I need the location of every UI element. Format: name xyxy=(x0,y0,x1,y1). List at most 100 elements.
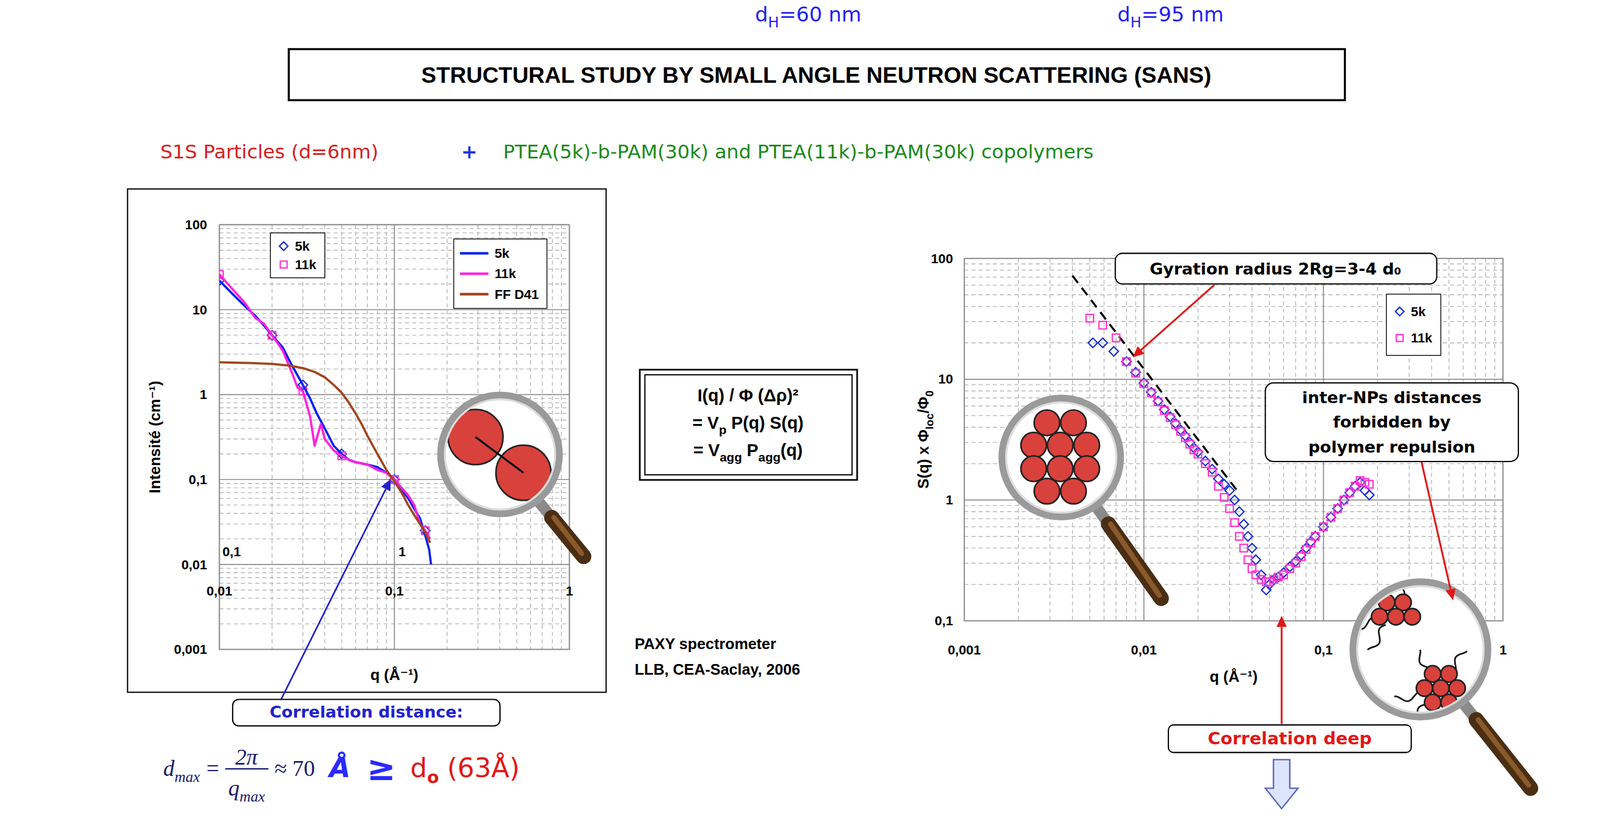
data xyxy=(219,270,432,564)
y-tick-label: 0,001 xyxy=(173,641,208,657)
legend-label: 11k xyxy=(294,257,317,273)
formula-line-part: P(q) S(q) xyxy=(726,413,804,433)
magnifier-handle xyxy=(1108,523,1162,599)
legend-label: 5k xyxy=(294,238,310,254)
polymer-chain xyxy=(1345,597,1372,609)
formula-lhs: dmax xyxy=(163,755,200,786)
marker-square xyxy=(1098,321,1107,330)
marker-square xyxy=(1139,379,1148,388)
legend-label: FF D41 xyxy=(494,286,539,302)
title: STRUCTURAL STUDY BY SMALL ANGLE NEUTRON … xyxy=(421,62,1212,88)
legend: 5k11k xyxy=(1386,294,1441,356)
formula-denominator: qmax xyxy=(228,775,266,805)
annotation-box xyxy=(1168,724,1412,752)
marker-square xyxy=(1230,518,1239,527)
legend-line xyxy=(460,251,489,255)
y-axis-title: S(q) x Φloc/Φ0 xyxy=(914,390,936,489)
legend: 5k11kFF D41 xyxy=(453,238,548,309)
formula-line-part: (q) xyxy=(780,440,803,460)
top-label-part: H xyxy=(1130,13,1142,31)
minor-grid-y xyxy=(964,562,1503,564)
nanoparticle xyxy=(1033,477,1060,504)
nanoparticle xyxy=(1047,432,1074,458)
nanoparticle xyxy=(1387,608,1404,625)
minor-grid-x xyxy=(560,224,562,649)
minor-grid-y xyxy=(964,535,1503,537)
formula-relation: ≥ xyxy=(366,747,396,789)
marker-diamond xyxy=(1153,396,1164,406)
marker-square xyxy=(1160,406,1169,415)
marker-diamond xyxy=(1305,536,1316,547)
marker-diamond xyxy=(1229,495,1240,505)
formula-line-part: P xyxy=(741,440,759,460)
marker-square xyxy=(1132,369,1140,377)
magnifier-glass xyxy=(1352,581,1488,717)
minor-grid-x xyxy=(271,224,273,649)
legend-box xyxy=(270,232,325,278)
legend-box xyxy=(453,238,548,309)
stray-label: 1 xyxy=(398,544,406,559)
top-label-part: d xyxy=(1117,2,1131,27)
marker-diamond xyxy=(1170,418,1181,428)
y-axis-title: Intensité (cm⁻¹) xyxy=(146,380,164,493)
marker-square xyxy=(1225,504,1234,513)
marker-square xyxy=(1201,459,1210,468)
marker-square xyxy=(1265,577,1274,586)
polymer-chain xyxy=(1409,704,1425,728)
minor-grid-y xyxy=(964,284,1503,286)
arrow-head xyxy=(1276,615,1287,627)
minor-grid-x xyxy=(1229,258,1230,621)
minor-grid-y xyxy=(964,547,1503,549)
top-label-part: =95 nm xyxy=(1141,2,1224,27)
top-label-part: d xyxy=(755,2,769,27)
marker-square xyxy=(1297,552,1305,561)
magnifier xyxy=(1001,398,1161,599)
marker-square xyxy=(1274,573,1283,581)
x-tick-label: 0,1 xyxy=(1314,642,1333,658)
y-tick-label: 100 xyxy=(930,251,953,267)
plot-frame xyxy=(219,224,570,649)
marker-square xyxy=(1361,478,1370,487)
y-axis-title-part: 0 xyxy=(923,390,936,397)
annotation-box xyxy=(1265,382,1519,462)
marker-diamond xyxy=(1088,338,1098,348)
y-axis-title-part: loc xyxy=(923,413,936,430)
y-tick-label: 0,1 xyxy=(934,613,953,628)
formula-rhs-part: d xyxy=(410,752,427,784)
formula-line-part: I(q) / Φ (Δρ)² xyxy=(697,385,799,405)
minor-grid-x xyxy=(355,224,356,649)
formula-line-part: = V xyxy=(693,440,721,460)
marker-square xyxy=(1112,333,1121,342)
legend-label: 5k xyxy=(494,245,510,261)
formula-box-outer xyxy=(639,369,858,480)
magnifier-rim xyxy=(1005,402,1117,513)
marker-diamond xyxy=(1239,519,1249,529)
nanoparticle xyxy=(1033,410,1060,436)
marker-square xyxy=(1220,493,1228,502)
annotation: forbidden by xyxy=(1332,413,1451,432)
magnifier-content xyxy=(1020,410,1100,505)
formula-rhs-part: (63Å) xyxy=(447,751,520,784)
nanoparticle xyxy=(1020,455,1047,482)
marker-diamond xyxy=(1130,367,1141,377)
marker-square xyxy=(280,260,288,268)
y-tick-label: 100 xyxy=(185,217,208,233)
annotation-box xyxy=(232,699,500,727)
top-label: dH=60 nm xyxy=(755,2,862,31)
legend-line xyxy=(460,292,489,296)
formula-rhs-part: o xyxy=(426,766,439,787)
subtitle-part: + xyxy=(461,140,478,164)
marker-diamond xyxy=(1350,481,1361,492)
marker-square xyxy=(1214,482,1223,490)
formula-unit: Å xyxy=(327,751,351,784)
arrow-head xyxy=(1132,345,1145,358)
x-tick-label: 0,01 xyxy=(206,583,233,599)
annotation: Correlation deep xyxy=(1207,727,1373,749)
magnifier xyxy=(1345,570,1531,789)
subtitle-part: PTEA(5k)-b-PAM(30k) and PTEA(11k)-b-PAM(… xyxy=(502,140,1094,164)
magnifier-rim xyxy=(444,399,555,510)
down-arrow xyxy=(1265,759,1299,809)
marker-square xyxy=(1147,389,1156,398)
formula-line-part: p xyxy=(719,422,727,437)
series-line xyxy=(219,361,431,543)
